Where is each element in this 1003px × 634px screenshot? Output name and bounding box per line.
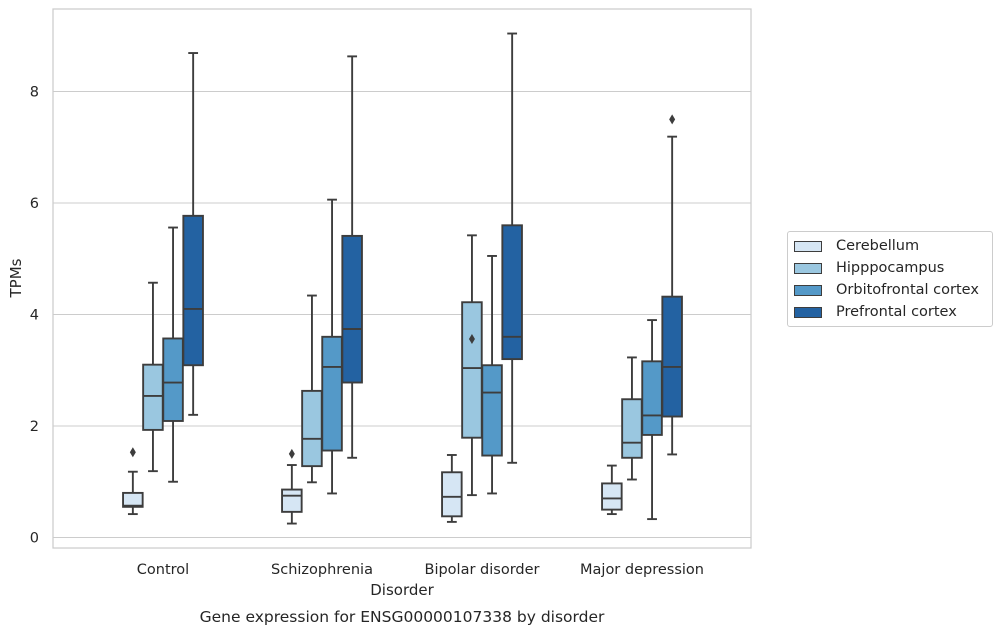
outlier-point — [129, 447, 136, 458]
legend-swatch-cerebellum — [794, 240, 822, 252]
y-tick-label: 0 — [30, 531, 39, 547]
box-orbitofrontal-cortex-major-depression — [641, 319, 663, 521]
box-series-cerebellum — [122, 447, 623, 525]
box-hipppocampus-control — [142, 281, 164, 473]
y-tick-label: 2 — [30, 419, 39, 435]
outlier-point — [468, 334, 475, 345]
box-iqr — [641, 360, 663, 436]
x-tick-label-schizophrenia: Schizophrenia — [271, 562, 373, 578]
y-tick-labels: 0 2 4 6 8 — [30, 85, 39, 547]
legend: Cerebellum Hipppocampus Orbitofrontal co… — [787, 231, 993, 327]
box-iqr — [281, 488, 303, 513]
box-iqr — [501, 224, 523, 361]
legend-item-cerebellum: Cerebellum — [794, 236, 919, 256]
x-tick-labels: Control Schizophrenia Bipolar disorder Majo… — [137, 562, 704, 578]
box-hipppocampus-major-depression — [621, 356, 643, 481]
box-iqr — [661, 295, 683, 418]
x-tick-label-major-depression: Major depression — [580, 562, 704, 578]
box-iqr — [301, 389, 323, 468]
box-series-group — [122, 32, 683, 525]
box-iqr — [621, 398, 643, 459]
chart-title: Gene expression for ENSG00000107338 by d… — [200, 608, 605, 626]
box-series-orbitofrontal-cortex — [162, 198, 663, 521]
x-tick-label-bipolar-disorder: Bipolar disorder — [425, 562, 540, 578]
box-prefrontal-cortex-major-depression — [661, 114, 683, 456]
legend-item-hippocampus: Hipppocampus — [794, 258, 944, 278]
legend-label-orbitofrontal-cortex: Orbitofrontal cortex — [836, 282, 979, 298]
y-tick-label: 4 — [30, 308, 39, 324]
box-series-hipppocampus — [142, 234, 643, 497]
box-hipppocampus-schizophrenia — [301, 294, 323, 484]
box-cerebellum-major-depression — [601, 464, 623, 516]
box-prefrontal-cortex-control — [182, 52, 204, 416]
box-iqr — [122, 491, 144, 508]
legend-swatch-prefrontal-cortex — [794, 306, 822, 318]
box-iqr — [601, 482, 623, 511]
box-series-prefrontal-cortex — [182, 32, 683, 464]
legend-swatch-orbitofrontal-cortex — [794, 284, 822, 296]
box-cerebellum-schizophrenia — [281, 448, 303, 525]
y-tick-label: 8 — [30, 85, 39, 101]
x-axis-label: Disorder — [370, 581, 434, 599]
legend-label-hippocampus: Hipppocampus — [836, 260, 945, 276]
box-iqr — [481, 364, 503, 457]
box-orbitofrontal-cortex-schizophrenia — [321, 198, 343, 495]
outlier-point — [669, 114, 676, 125]
box-iqr — [162, 337, 184, 422]
box-iqr — [142, 363, 164, 431]
x-tick-label-control: Control — [137, 562, 189, 578]
legend-label-cerebellum: Cerebellum — [836, 238, 920, 254]
box-orbitofrontal-cortex-control — [162, 226, 184, 483]
box-cerebellum-control — [122, 447, 144, 516]
box-orbitofrontal-cortex-bipolar-disorder — [481, 255, 503, 495]
box-hipppocampus-bipolar-disorder — [461, 234, 483, 497]
box-iqr — [341, 234, 363, 384]
y-axis-label: TPMs — [7, 258, 25, 298]
legend-label-prefrontal-cortex: Prefrontal cortex — [836, 304, 957, 320]
plot-area-frame — [52, 8, 752, 549]
box-iqr — [441, 471, 463, 518]
box-cerebellum-bipolar-disorder — [441, 454, 463, 523]
y-tick-label: 6 — [30, 196, 39, 212]
box-iqr — [321, 335, 343, 452]
box-iqr — [182, 214, 204, 367]
box-iqr — [461, 301, 483, 439]
box-prefrontal-cortex-schizophrenia — [341, 55, 363, 459]
box-prefrontal-cortex-bipolar-disorder — [501, 32, 523, 464]
legend-item-orbitofrontal-cortex: Orbitofrontal cortex — [794, 280, 979, 300]
legend-item-prefrontal-cortex: Prefrontal cortex — [794, 302, 957, 322]
outlier-point — [288, 448, 295, 459]
legend-swatch-hippocampus — [794, 262, 822, 274]
